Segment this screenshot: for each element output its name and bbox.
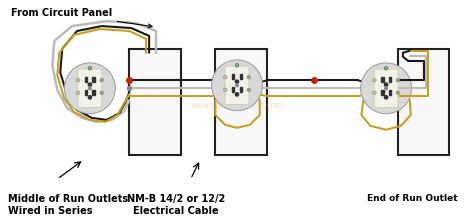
Circle shape xyxy=(223,88,227,92)
Bar xyxy=(129,49,181,155)
Circle shape xyxy=(223,75,227,79)
Circle shape xyxy=(247,88,251,92)
Circle shape xyxy=(384,66,388,70)
FancyBboxPatch shape xyxy=(225,66,249,105)
FancyBboxPatch shape xyxy=(78,69,102,107)
Bar xyxy=(398,49,449,155)
Circle shape xyxy=(384,83,388,86)
Bar xyxy=(382,77,383,82)
Text: Middle of Run Outlets
Wired in Series: Middle of Run Outlets Wired in Series xyxy=(8,194,128,215)
Circle shape xyxy=(235,64,239,67)
Bar xyxy=(382,90,383,95)
Circle shape xyxy=(361,63,411,114)
Circle shape xyxy=(211,60,263,111)
Bar xyxy=(389,77,391,82)
Circle shape xyxy=(88,96,91,99)
Circle shape xyxy=(100,91,103,95)
Circle shape xyxy=(373,91,376,95)
Text: www.how-to-wire-it.com: www.how-to-wire-it.com xyxy=(191,101,283,109)
Circle shape xyxy=(76,91,80,95)
Circle shape xyxy=(89,87,91,90)
Bar xyxy=(389,90,391,95)
FancyBboxPatch shape xyxy=(374,69,398,107)
Circle shape xyxy=(396,91,400,95)
Bar xyxy=(239,87,242,92)
Circle shape xyxy=(88,83,91,86)
Bar xyxy=(232,74,235,79)
Circle shape xyxy=(100,78,103,82)
Bar xyxy=(232,87,235,92)
Circle shape xyxy=(236,93,238,96)
Bar xyxy=(85,77,87,82)
Circle shape xyxy=(64,63,115,114)
Circle shape xyxy=(236,80,238,83)
Circle shape xyxy=(384,96,388,99)
Bar xyxy=(92,77,95,82)
Circle shape xyxy=(236,84,238,87)
Circle shape xyxy=(247,75,251,79)
Text: From Circuit Panel: From Circuit Panel xyxy=(11,8,152,28)
Circle shape xyxy=(373,78,376,82)
Circle shape xyxy=(76,78,80,82)
Bar xyxy=(85,90,87,95)
Bar xyxy=(92,90,95,95)
Bar xyxy=(215,49,266,155)
Circle shape xyxy=(396,78,400,82)
Circle shape xyxy=(88,66,91,70)
Bar xyxy=(239,74,242,79)
Text: End of Run Outlet: End of Run Outlet xyxy=(367,194,458,203)
Circle shape xyxy=(385,87,387,90)
Text: NM-B 14/2 or 12/2
Electrical Cable: NM-B 14/2 or 12/2 Electrical Cable xyxy=(127,194,225,215)
